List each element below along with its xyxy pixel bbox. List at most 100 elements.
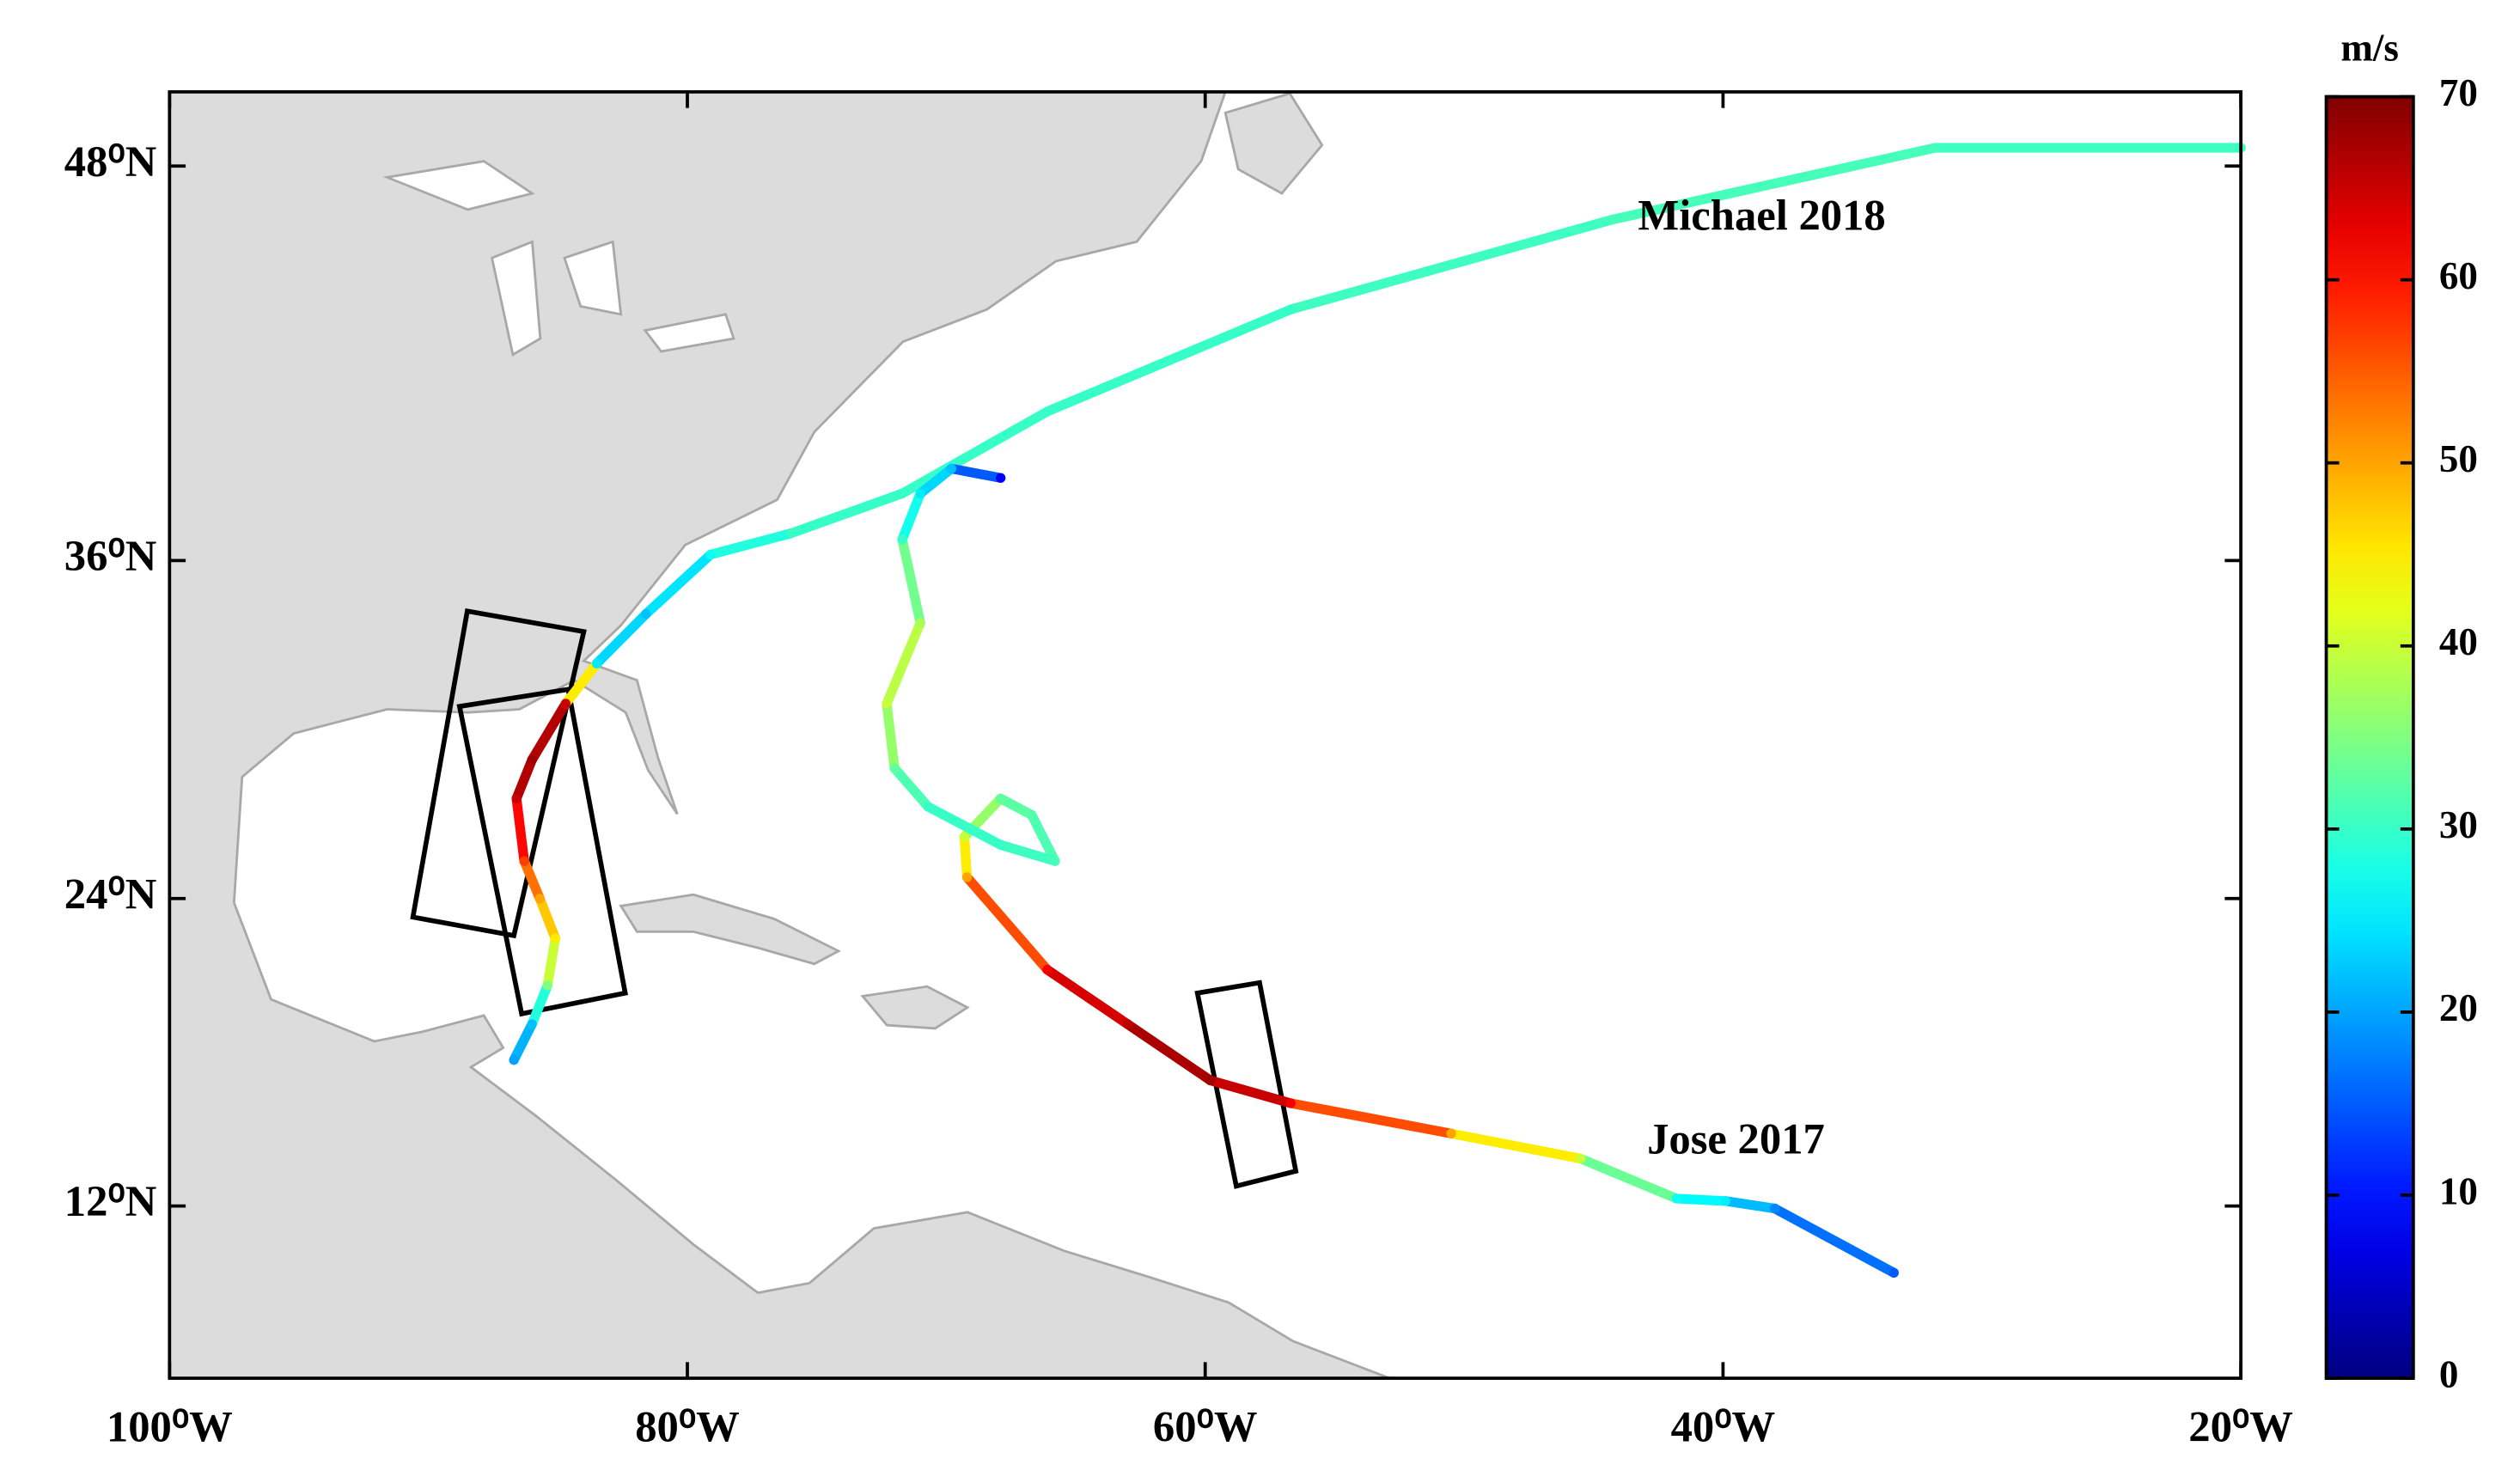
plot-area (410, 143, 2246, 1279)
observation-box (456, 687, 628, 1017)
track-label: Jose 2017 (1647, 1115, 1825, 1163)
land-newfoundland (1223, 92, 1324, 195)
colorbar-tick-label: 0 (2439, 1352, 2459, 1395)
track-point (1050, 856, 1060, 866)
track-point (1027, 809, 1037, 821)
track-segment (897, 488, 925, 545)
track-segment (519, 856, 545, 904)
track-point (785, 528, 796, 539)
track-point (1205, 1075, 1216, 1086)
track-point (550, 933, 560, 943)
track-point (923, 802, 933, 812)
track-segment (1042, 304, 1296, 417)
track-segment (511, 754, 537, 803)
track-segment (923, 802, 1006, 850)
track-point (1671, 1193, 1681, 1204)
track-point (1122, 1019, 1132, 1029)
track-segment (1720, 1196, 1780, 1214)
track-segment (959, 832, 973, 882)
track-segment (882, 618, 925, 709)
land-hispaniola (860, 985, 970, 1030)
colorbar (2324, 95, 2415, 1380)
track-point (527, 754, 537, 765)
track-point (1930, 143, 1941, 153)
track-segment (897, 534, 925, 628)
track-point (959, 832, 970, 842)
track-point (897, 534, 907, 545)
y-tick-label: 36⁰N (64, 532, 157, 580)
colorbar-tick-label: 30 (2439, 803, 2478, 846)
track-point (996, 839, 1006, 850)
track-segment (996, 839, 1060, 866)
track-segment (1576, 1153, 1681, 1204)
track-point (1576, 1153, 1586, 1164)
track-point (996, 473, 1006, 483)
track-point (1042, 964, 1053, 975)
track-point (1888, 1267, 1899, 1279)
track-point (591, 658, 602, 668)
track-segment (509, 1019, 537, 1065)
track-segment (946, 463, 1006, 483)
colorbar-tick-label: 20 (2439, 986, 2478, 1029)
track-point (527, 1019, 537, 1029)
track-segment (996, 793, 1037, 821)
track-segment (542, 933, 560, 991)
track-segment (1607, 143, 1941, 225)
x-tick-label: 60⁰W (1153, 1403, 1258, 1451)
track-point (1285, 1098, 1296, 1108)
track-point (1607, 215, 1617, 225)
colorbar-tick-label: 10 (2439, 1169, 2478, 1212)
track-point (705, 549, 716, 560)
track-segment (560, 658, 602, 709)
land-americas (169, 91, 1391, 1379)
track-segment (1770, 1203, 1899, 1279)
colorbar-tick-label: 50 (2439, 437, 2478, 480)
track-segment (534, 894, 560, 943)
colorbar-unit: m/s (2340, 26, 2399, 69)
track-point (889, 763, 900, 773)
track-segment (527, 980, 552, 1029)
track-segment (641, 549, 716, 619)
track-point (1446, 1128, 1456, 1138)
track-segment (1122, 1019, 1216, 1086)
track-segment (1671, 1193, 1731, 1206)
track-point (1285, 304, 1296, 314)
track-point (1720, 1196, 1731, 1206)
y-tick-label: 24⁰N (64, 870, 157, 918)
track-segment (591, 609, 651, 668)
track-point (509, 1055, 519, 1065)
track-segment (1446, 1128, 1586, 1164)
land-layer (169, 91, 1391, 1379)
track-point (1042, 406, 1053, 417)
track-point (641, 609, 651, 619)
track-point (961, 872, 973, 882)
track-segment (1285, 1098, 1456, 1138)
x-tick-label: 100⁰W (107, 1403, 233, 1451)
colorbar-tick-label: 60 (2439, 254, 2478, 297)
x-tick-label: 80⁰W (635, 1403, 740, 1451)
track-point (1770, 1203, 1780, 1214)
track-point (915, 488, 925, 498)
track-point (542, 980, 552, 991)
track-point (519, 856, 529, 866)
track-point (897, 488, 907, 498)
x-tick-label: 40⁰W (1671, 1403, 1776, 1451)
track-segment (705, 528, 796, 560)
track-label: Michael 2018 (1638, 191, 1885, 239)
track-segment (897, 406, 1053, 498)
colorbar-tick-label: 40 (2439, 620, 2478, 663)
track-segment (511, 793, 529, 866)
track-segment (527, 699, 571, 765)
track-segment (882, 699, 900, 773)
track-point (560, 699, 571, 709)
y-tick-label: 12⁰N (64, 1177, 157, 1225)
lakes (382, 160, 735, 357)
observation-box (410, 607, 587, 939)
track-segment (961, 872, 1053, 975)
track-segment (1027, 809, 1060, 866)
track-point (534, 894, 545, 904)
observation-box (1194, 980, 1299, 1189)
track-point (915, 618, 925, 628)
